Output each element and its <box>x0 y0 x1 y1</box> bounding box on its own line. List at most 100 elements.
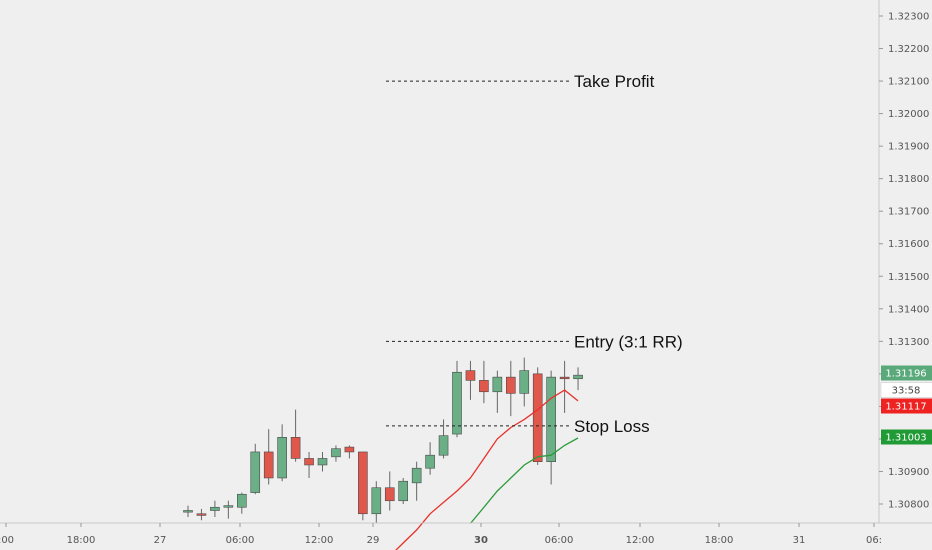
slow-ma-value-badge: 1.31003 <box>881 429 932 445</box>
countdown-badge-label: 33:58 <box>892 386 921 397</box>
candle <box>492 370 503 413</box>
candle-body <box>263 451 274 479</box>
candle-body <box>237 493 247 508</box>
slow-ma-value-badge-label: 1.31003 <box>885 433 926 444</box>
fast-ma-value-badge-bg <box>881 398 932 414</box>
candle <box>532 367 543 465</box>
candle-body <box>331 448 341 458</box>
price-tick-label: 1.30900 <box>888 467 929 478</box>
fast-ma-value-badge: 1.31117 <box>881 398 932 414</box>
last-price-badge: 1.31196 <box>881 365 932 381</box>
countdown-badge-bg <box>880 382 932 398</box>
candle-body <box>183 510 193 513</box>
candle <box>250 443 261 495</box>
candle-body <box>559 376 570 380</box>
candle-body <box>425 454 435 469</box>
slow-moving-average <box>469 437 579 524</box>
price-tick-label: 1.31500 <box>888 272 929 283</box>
candle-body <box>398 480 409 502</box>
candle-body <box>210 506 220 511</box>
candle-body <box>250 451 261 493</box>
candle <box>263 429 274 485</box>
last-price-badge-label: 1.31196 <box>885 369 926 380</box>
candle <box>210 500 220 518</box>
price-tick-label: 1.30800 <box>888 500 929 511</box>
candle-body <box>344 446 355 453</box>
candle-body <box>532 373 543 463</box>
candle-body <box>492 376 503 393</box>
price-tick-label: 1.32200 <box>888 44 929 55</box>
candle <box>452 360 462 438</box>
candle <box>573 367 583 391</box>
candle <box>223 500 234 519</box>
price-tick-label: 1.31800 <box>888 174 929 185</box>
candle-body <box>304 458 314 466</box>
candle <box>358 451 368 521</box>
candle <box>465 360 476 400</box>
candle <box>196 508 207 521</box>
candle <box>183 505 193 518</box>
fast-ma-value-badge-label: 1.31117 <box>885 402 926 413</box>
candle-body <box>519 370 530 394</box>
countdown-badge: 33:58 <box>880 382 932 398</box>
candle <box>519 357 530 407</box>
time-tick-label: 12:00 <box>305 535 334 546</box>
candle-body <box>371 487 382 515</box>
time-axis[interactable]: :00 18:00 27 06:00 12:00 29 30 06:00 12:00 18:00 3… <box>0 522 932 546</box>
price-tick-label: 1.31400 <box>888 304 929 315</box>
time-tick-label: 31 <box>793 535 806 546</box>
candle <box>398 477 409 504</box>
candle-body <box>277 437 287 479</box>
candle-body <box>411 467 422 484</box>
candle <box>290 409 301 462</box>
price-tick-label: 1.31900 <box>888 142 929 153</box>
candle-body <box>384 487 395 502</box>
candle-body <box>452 371 462 435</box>
candle-body <box>479 380 489 393</box>
time-tick-label: 06:00 <box>226 535 255 546</box>
fast-moving-average <box>395 389 579 550</box>
candle <box>304 451 314 478</box>
candle-body <box>438 435 449 456</box>
candle <box>277 424 287 482</box>
entry-label: Entry (3:1 RR) <box>574 332 683 351</box>
candle <box>546 370 556 485</box>
trade-levels-layer: Take Profit Entry (3:1 RR) Stop Loss <box>386 72 683 436</box>
candle <box>384 471 395 511</box>
time-tick-label: :00 <box>0 535 14 546</box>
time-tick-label: 30 <box>474 535 488 546</box>
time-tick-label: 18:00 <box>705 535 734 546</box>
candle <box>331 445 341 462</box>
price-tick-label: 1.31600 <box>888 239 929 250</box>
time-tick-label: 06:00 <box>545 535 574 546</box>
candle-body <box>465 370 476 381</box>
time-tick-label: 27 <box>154 535 167 546</box>
candle-body <box>573 374 583 380</box>
time-tick-label: 06: <box>866 535 882 546</box>
candle-body <box>196 513 207 516</box>
candle <box>371 481 382 524</box>
price-tick-label: 1.32000 <box>888 109 929 120</box>
take-profit-label: Take Profit <box>574 72 655 91</box>
candle-body <box>317 458 328 466</box>
candle <box>505 360 516 417</box>
candle-body <box>546 376 556 463</box>
candle-body <box>290 437 301 459</box>
candles-layer <box>183 357 583 524</box>
candle-body <box>358 451 368 515</box>
time-tick-label: 12:00 <box>626 535 655 546</box>
time-tick-label: 29 <box>367 535 380 546</box>
candle <box>438 419 449 459</box>
price-tick-label: 1.31700 <box>888 207 929 218</box>
last-price-badge-bg <box>881 365 932 381</box>
candle <box>425 442 435 475</box>
stop-loss-label: Stop Loss <box>574 417 650 436</box>
candle-body <box>223 505 234 508</box>
candle <box>479 360 489 404</box>
candle <box>237 492 247 514</box>
slow-ma-value-badge-bg <box>881 429 932 445</box>
candle <box>559 360 570 413</box>
